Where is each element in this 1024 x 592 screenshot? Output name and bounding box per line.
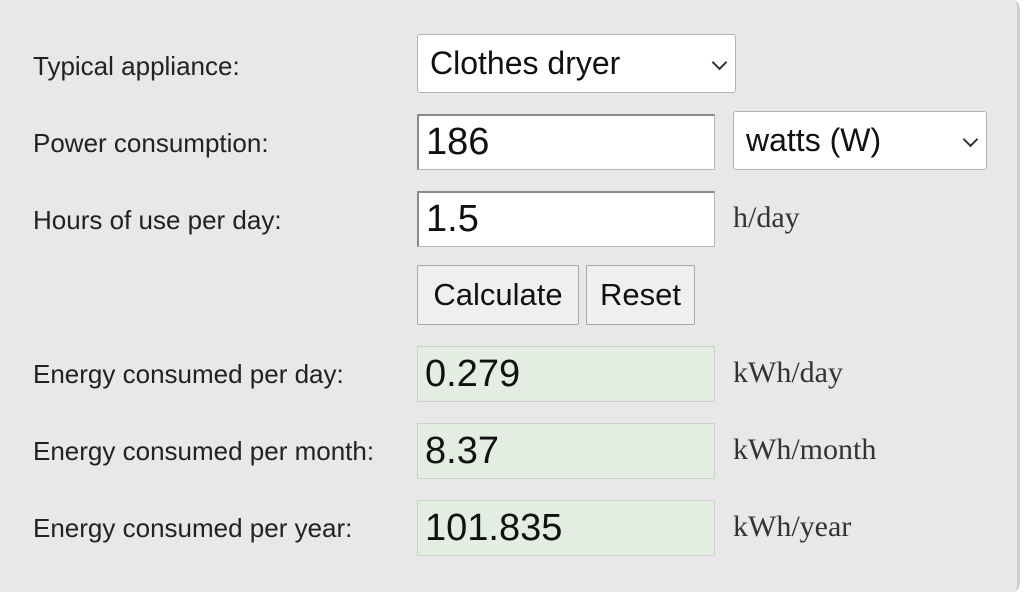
power-input[interactable]: 186 [417, 114, 715, 170]
hours-input-value: 1.5 [426, 198, 479, 240]
energy-day-unit: kWh/day [733, 356, 843, 389]
energy-year-unit: kWh/year [733, 510, 852, 543]
energy-month-value: 8.37 [425, 429, 499, 472]
energy-day-value: 0.279 [425, 352, 521, 395]
hours-input[interactable]: 1.5 [417, 191, 715, 247]
power-unit-select-value: watts (W) [746, 122, 882, 158]
energy-year-label: Energy consumed per year: [33, 513, 353, 543]
energy-day-label: Energy consumed per day: [33, 359, 344, 389]
appliance-select[interactable]: Clothes dryer [417, 34, 736, 93]
appliance-label: Typical appliance: [33, 51, 240, 81]
energy-month-unit: kWh/month [733, 433, 877, 466]
calculate-button[interactable]: Calculate [417, 265, 579, 325]
energy-month-output: 8.37 [417, 423, 715, 479]
chevron-down-icon [711, 54, 728, 70]
energy-year-output: 101.835 [417, 500, 715, 556]
energy-day-output: 0.279 [417, 346, 715, 402]
power-input-value: 186 [426, 121, 490, 163]
hours-unit: h/day [733, 201, 800, 234]
appliance-select-value: Clothes dryer [430, 45, 621, 81]
power-label: Power consumption: [33, 128, 269, 158]
chevron-down-icon [962, 131, 979, 147]
hours-label: Hours of use per day: [33, 205, 282, 235]
power-unit-select[interactable]: watts (W) [733, 111, 987, 170]
reset-button[interactable]: Reset [586, 265, 695, 325]
energy-month-label: Energy consumed per month: [33, 436, 375, 466]
energy-year-value: 101.835 [425, 506, 563, 549]
